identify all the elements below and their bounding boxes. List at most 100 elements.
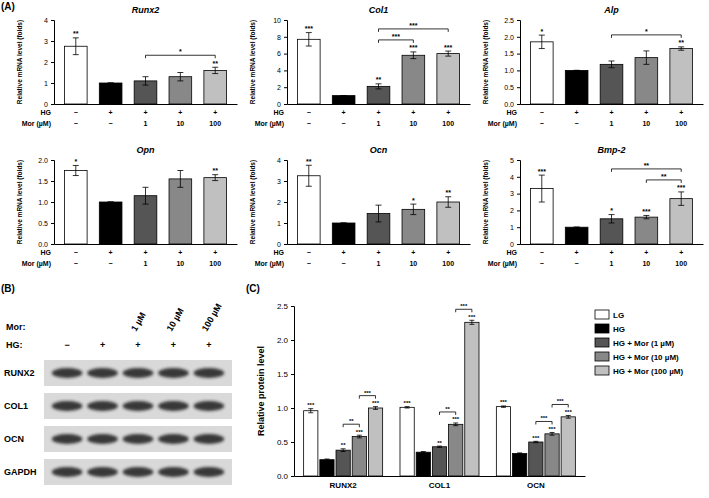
tick: 0: [277, 241, 287, 248]
panel-label: (B): [1, 283, 15, 294]
condition-value: +: [143, 249, 147, 256]
condition-value: +: [446, 109, 450, 116]
significance-label: ***: [305, 25, 313, 32]
error-bar: [306, 165, 312, 186]
error-bar: [445, 51, 451, 56]
bar: [320, 460, 334, 476]
blot-strip: [44, 360, 232, 386]
tick: 8: [277, 34, 287, 41]
condition-value: −: [307, 120, 311, 127]
bar: [530, 42, 553, 104]
condition-label: Mor (µM): [488, 260, 517, 268]
condition-value: −: [74, 260, 78, 267]
tick-label: 3: [44, 38, 48, 45]
condition-value: −: [109, 120, 113, 127]
tick: 1.0: [504, 67, 520, 74]
treatment-value: +: [206, 340, 211, 350]
tick: 0: [510, 241, 520, 248]
tick-label: 1.5: [504, 50, 514, 57]
tick: 1.0: [277, 404, 294, 413]
treatment-value: 1 µM: [129, 311, 148, 333]
error-bar: [376, 205, 382, 222]
error-bar: [177, 171, 183, 188]
error-bar: [643, 215, 649, 218]
tick: 3: [510, 190, 520, 197]
bar: [402, 55, 425, 104]
significance-label: ***: [404, 400, 412, 406]
blot-band: [123, 434, 154, 444]
tick-label: 0: [277, 101, 281, 108]
error-bar: [341, 95, 347, 96]
condition-value: +: [644, 249, 648, 256]
condition-value: +: [143, 109, 147, 116]
tick: 0.5: [38, 220, 54, 227]
tick-mark: [517, 104, 520, 105]
y-axis: 01234: [277, 157, 287, 248]
tick-mark: [291, 306, 294, 307]
condition-value: +: [376, 249, 380, 256]
tick-mark: [291, 374, 294, 375]
condition-value: 1: [610, 260, 614, 267]
bar: [304, 411, 318, 476]
condition-label: Mor (µM): [22, 260, 51, 268]
legend-swatch: [595, 324, 609, 333]
blot-band: [158, 434, 189, 444]
condition-value: +: [178, 109, 182, 116]
tick: COL1: [429, 476, 451, 490]
significance-label: **: [306, 158, 312, 165]
tick: 2: [44, 59, 54, 66]
tick-mark: [51, 20, 54, 21]
tick-mark: [517, 87, 520, 88]
tick-label: 0.5: [277, 438, 289, 447]
axis-line: [51, 161, 55, 245]
tick-mark: [51, 83, 54, 84]
condition-value: 1: [144, 120, 148, 127]
marks: [530, 35, 692, 104]
condition-value: −: [575, 260, 579, 267]
tick: 3: [277, 178, 287, 185]
axis-line: [288, 104, 471, 105]
annotations: *****************: [305, 22, 453, 83]
y-axis: 0.00.51.01.52.02.5: [504, 17, 520, 108]
condition-value: 10: [409, 120, 417, 127]
significance-bracket: [456, 309, 472, 312]
significance-label: *: [179, 48, 182, 55]
bar: [204, 70, 227, 104]
tick: 0: [44, 101, 54, 108]
significance-bracket: [359, 396, 375, 399]
tick: RUNX2: [330, 476, 358, 490]
significance-label: ***: [532, 435, 540, 441]
error-bar: [376, 84, 382, 89]
treatment-label: HG:: [6, 340, 23, 350]
blot-band: [123, 467, 154, 477]
tick-label: 0.0: [38, 241, 48, 248]
significance-label: ***: [452, 416, 460, 422]
tick-label: 6: [277, 50, 281, 57]
tick-mark: [517, 177, 520, 178]
chart-panel: OcnRelative mRNA level (folds)01234*****…: [249, 145, 471, 268]
y-axis: 0.00.51.01.52.02.5: [277, 302, 295, 481]
significance-label: **: [212, 167, 218, 174]
error-bar: [108, 83, 114, 84]
significance-label: ***: [549, 426, 557, 432]
tick-mark: [291, 476, 294, 477]
tick-mark: [284, 202, 287, 203]
significance-bracket: [440, 412, 456, 415]
error-bar: [437, 446, 442, 447]
tick-label: 3: [277, 178, 281, 185]
tick-mark: [291, 340, 294, 341]
treatment-value: 100 µM: [200, 302, 224, 333]
bar: [432, 447, 446, 476]
marks: [64, 165, 226, 244]
tick-label: 2.5: [277, 302, 289, 311]
tick: 2.5: [504, 17, 520, 24]
tick-mark: [517, 54, 520, 55]
tick: 10: [273, 17, 287, 24]
tick-label: 2.5: [504, 17, 514, 24]
significance-label: ***: [409, 44, 417, 51]
condition-value: 10: [642, 120, 650, 127]
tick-mark: [517, 194, 520, 195]
tick-label: 2.0: [504, 34, 514, 41]
tick-label: 0: [510, 241, 514, 248]
tick: 0.5: [277, 438, 294, 447]
